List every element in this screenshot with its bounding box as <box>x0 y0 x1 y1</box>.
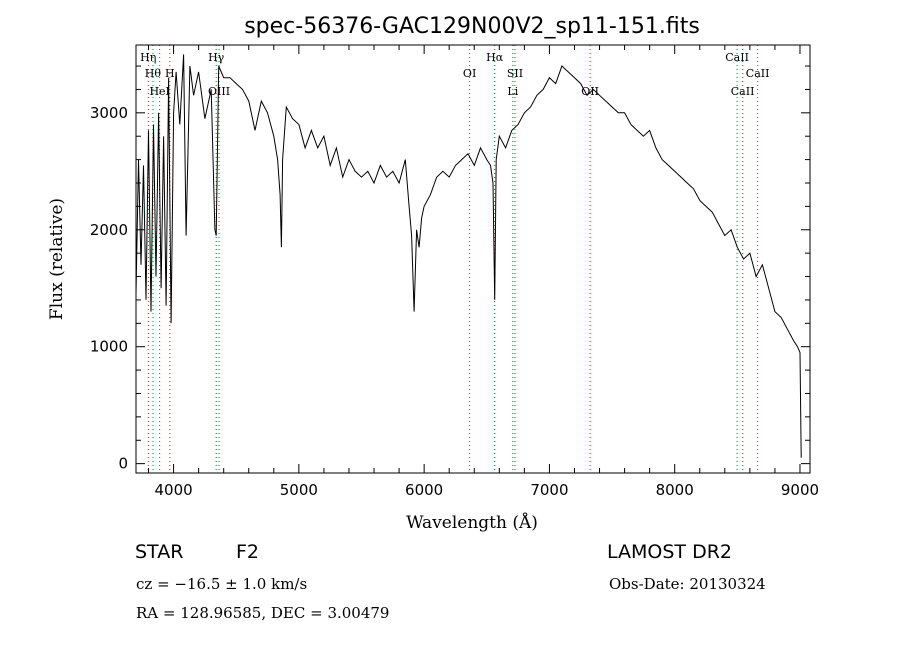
coordinates: RA = 128.96585, DEC = 3.00479 <box>136 604 390 622</box>
axis-ticks <box>136 45 810 473</box>
x-axis-label: Wavelength (Å) <box>406 512 538 533</box>
spectral-line-labels: Hη Hθ HeI H Hγ OIII OI Hα Li SII OII CaII CaII CaII <box>140 51 769 98</box>
spectral-line-label: Hη <box>140 51 156 64</box>
plot-area <box>135 54 802 458</box>
x-tick-label: 5000 <box>280 481 318 499</box>
spectral-line-label: CaII <box>746 67 770 80</box>
y-tick-label: 1000 <box>90 338 128 356</box>
observation-date: Obs-Date: 20130324 <box>609 575 766 593</box>
plot-frame <box>135 44 811 474</box>
spectral-line-label: Hα <box>486 51 504 64</box>
y-tick-label: 2000 <box>90 221 128 239</box>
spectral-line-label: OI <box>463 67 476 80</box>
y-tick-labels: 0 1000 2000 3000 <box>90 104 128 473</box>
spectral-line-label: H <box>165 67 175 80</box>
y-tick-label: 3000 <box>90 104 128 122</box>
object-type: STAR <box>135 541 184 563</box>
spectral-line-label: SII <box>507 67 523 80</box>
spectral-line-label: HeI <box>149 85 169 98</box>
spectral-line-label: Hθ <box>145 67 162 80</box>
x-tick-labels: 4000 5000 6000 7000 8000 9000 <box>154 481 819 499</box>
redshift-cz: cz = −16.5 ± 1.0 km/s <box>136 575 308 593</box>
spectral-line-markers <box>147 45 759 473</box>
subclass: F2 <box>236 541 260 563</box>
x-tick-label: 4000 <box>154 481 192 499</box>
spectral-line-label: OIII <box>208 85 230 98</box>
x-tick-label: 6000 <box>405 481 443 499</box>
spectral-line-label: OII <box>581 85 599 98</box>
y-axis-label: Flux (relative) <box>47 198 67 320</box>
chart-title: spec-56376-GAC129N00V2_sp11-151.fits <box>244 14 700 39</box>
flux-series-line <box>135 54 802 458</box>
x-tick-label: 7000 <box>530 481 568 499</box>
spectral-line-label: CaII <box>725 51 749 64</box>
spectral-line-label: Li <box>507 85 518 98</box>
spectral-line-label: CaII <box>731 85 755 98</box>
survey-name: LAMOST DR2 <box>607 541 732 563</box>
x-tick-label: 9000 <box>781 481 819 499</box>
x-tick-label: 8000 <box>656 481 694 499</box>
spectral-line-label: Hγ <box>208 51 225 64</box>
y-tick-label: 0 <box>118 455 128 473</box>
